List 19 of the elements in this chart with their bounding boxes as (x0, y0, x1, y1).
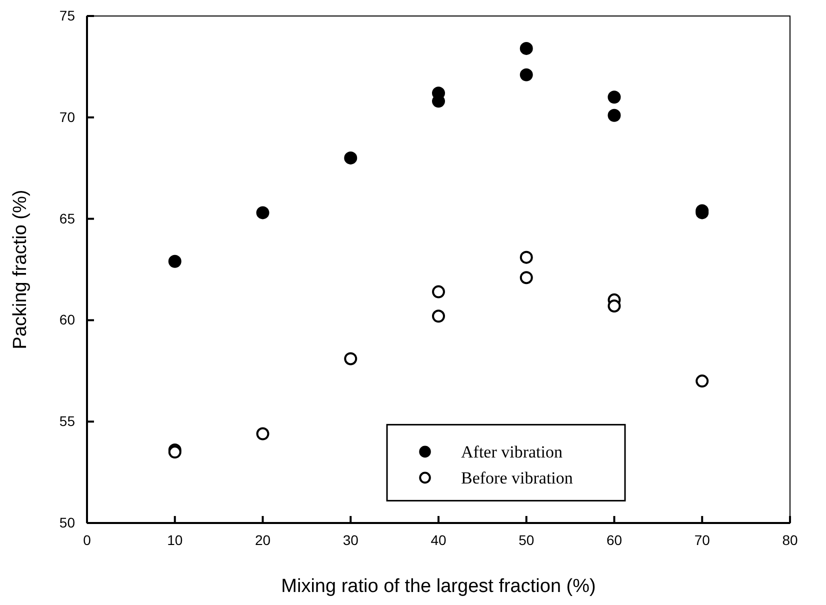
x-tick-label: 70 (694, 532, 710, 548)
x-tick-label: 50 (518, 532, 534, 548)
x-tick-label: 60 (606, 532, 622, 548)
y-tick-label: 50 (59, 514, 76, 530)
x-tick-label: 40 (430, 532, 446, 548)
legend-label: Before vibration (461, 468, 574, 488)
x-tick-label: 80 (782, 532, 798, 548)
x-tick-label: 30 (342, 532, 359, 548)
y-tick-label: 65 (59, 210, 76, 226)
legend-label: After vibration (461, 442, 564, 462)
y-tick-label: 60 (59, 312, 76, 328)
y-tick-label: 70 (59, 108, 76, 125)
y-tick-label: 75 (59, 7, 76, 24)
x-axis-title: Mixing ratio of the largest fraction (%) (281, 576, 596, 597)
y-tick-label: 55 (59, 413, 76, 430)
x-tick-label: 10 (167, 532, 183, 548)
x-tick-label: 0 (83, 532, 92, 548)
x-tick-label: 20 (254, 532, 271, 548)
y-axis-title: Packing fractio (%) (10, 190, 31, 350)
